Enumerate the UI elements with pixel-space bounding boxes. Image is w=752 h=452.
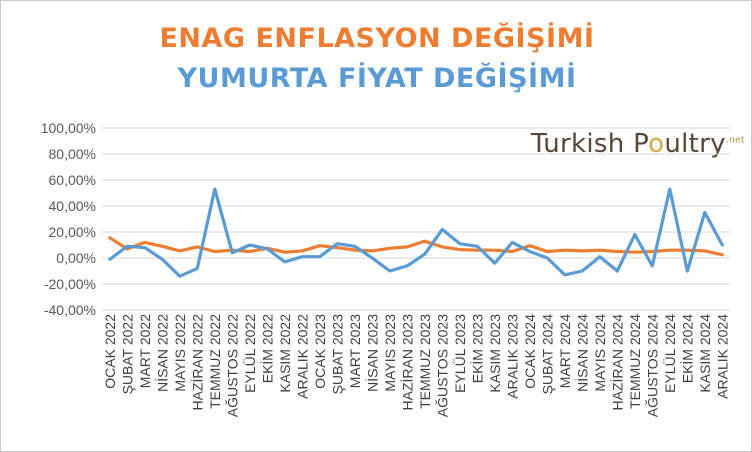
x-tick-label: MAYIS 2022 [172,314,188,392]
x-tick-label: ARALIK 2024 [714,314,730,399]
x-tick-label: KASIM 2023 [487,314,503,393]
series-line-yumurta [108,187,724,278]
series-line-enag [108,236,724,257]
x-tick-label: EYLÜL 2022 [241,314,258,393]
x-tick-label: OCAK 2022 [102,314,118,389]
y-tick-label: -40,00% [44,302,96,318]
y-tick-label: 0,00% [56,250,96,266]
chart-subtitle: YUMURTA FİYAT DEĞİŞİMİ [177,63,577,94]
x-tick-label: TEMMUZ 2022 [207,314,223,409]
x-tick-label: MAYIS 2023 [382,314,398,392]
x-tick-label: MAYIS 2024 [592,314,608,392]
x-tick-label: NİSAN 2024 [573,314,590,392]
x-tick-label: EYLÜL 2023 [451,314,468,393]
x-tick-label: HAZİRAN 2024 [608,314,625,411]
x-tick-label: NİSAN 2023 [363,314,380,392]
x-tick-label: HAZİRAN 2022 [188,314,205,411]
x-tick-label: NİSAN 2022 [153,314,170,392]
x-tick-label: EKİM 2024 [678,314,695,383]
y-tick-label: 20,00% [49,224,96,240]
logo-text-2: o [648,129,665,159]
y-tick-label: 40,00% [49,198,96,214]
x-tick-label: AĞUSTOS 2024 [644,314,660,417]
x-tick-label: ŞUBAT 2024 [539,314,555,395]
x-tick-label: ARALIK 2023 [504,314,520,399]
x-tick-label: ARALIK 2022 [294,314,310,399]
x-tick-label: OCAK 2024 [522,314,538,389]
x-tick-label: MART 2022 [137,314,153,388]
x-tick-label: AĞUSTOS 2023 [434,314,450,417]
chart-title: ENAG ENFLASYON DEĞİŞİMİ [159,23,595,54]
y-tick-label: -20,00% [44,276,96,292]
y-tick-label: 80,00% [49,146,96,162]
x-tick-label: AĞUSTOS 2022 [224,314,240,417]
x-tick-label: MART 2024 [557,314,573,388]
y-tick-label: 100,00% [41,120,96,136]
x-tick-label: ŞUBAT 2023 [329,314,345,395]
x-tick-label: ŞUBAT 2022 [119,314,135,395]
x-tick-label: TEMMUZ 2023 [417,314,433,409]
x-tick-label: EYLÜL 2024 [661,314,678,393]
y-tick-label: 60,00% [49,172,96,188]
x-tick-label: EKİM 2022 [258,314,275,383]
x-tick-label: OCAK 2023 [312,314,328,389]
x-tick-label: KASIM 2022 [277,314,293,393]
x-tick-label: HAZİRAN 2023 [398,314,415,411]
x-tick-label: EKİM 2023 [468,314,485,383]
logo-suffix: .net [725,135,745,146]
x-tick-label: MART 2023 [347,314,363,388]
x-tick-label: KASIM 2024 [697,314,713,393]
x-tick-label: TEMMUZ 2024 [627,314,643,409]
